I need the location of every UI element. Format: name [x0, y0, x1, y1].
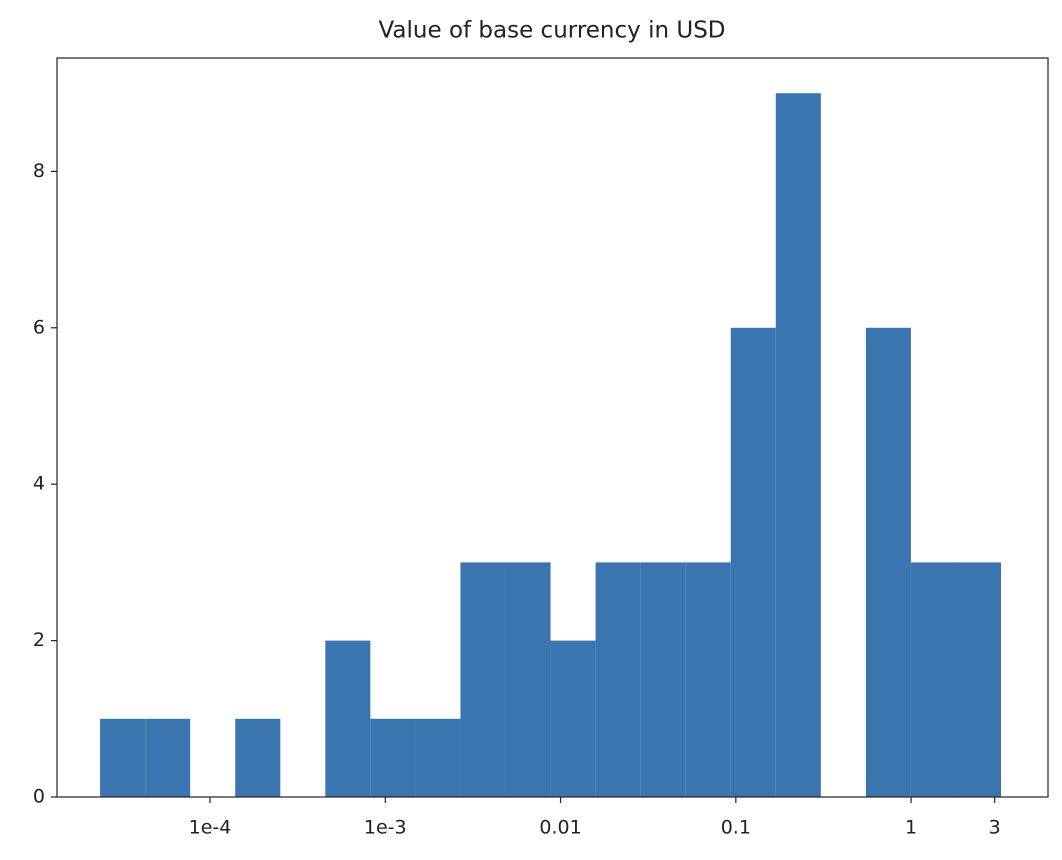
y-tick-label: 0 — [33, 786, 45, 808]
x-tick-label: 0.1 — [721, 817, 751, 839]
y-tick-label: 6 — [33, 316, 45, 338]
bar — [550, 640, 596, 797]
bar — [100, 718, 146, 797]
y-tick-label: 4 — [33, 473, 45, 495]
bar — [955, 562, 1002, 797]
x-tick-label: 1e-3 — [364, 817, 407, 839]
bar — [730, 327, 776, 797]
bar — [595, 562, 641, 797]
bar — [415, 718, 461, 797]
bar — [370, 718, 416, 797]
bar — [325, 640, 371, 797]
plot-frame — [56, 57, 1049, 798]
x-tick-label: 0.01 — [539, 817, 581, 839]
bar — [145, 718, 191, 797]
bar — [910, 562, 956, 797]
x-tick-label: 1 — [905, 817, 917, 839]
bar — [460, 562, 506, 797]
bar — [865, 327, 911, 797]
bar — [235, 718, 281, 797]
bar — [685, 562, 731, 797]
y-tick-label: 8 — [33, 160, 45, 182]
bar — [640, 562, 686, 797]
y-tick-label: 2 — [33, 629, 45, 651]
chart-title: Value of base currency in USD — [378, 18, 725, 44]
bar — [505, 562, 551, 797]
x-tick-label: 1e-4 — [189, 817, 232, 839]
bar — [775, 93, 821, 797]
x-tick-label: 3 — [989, 817, 1001, 839]
